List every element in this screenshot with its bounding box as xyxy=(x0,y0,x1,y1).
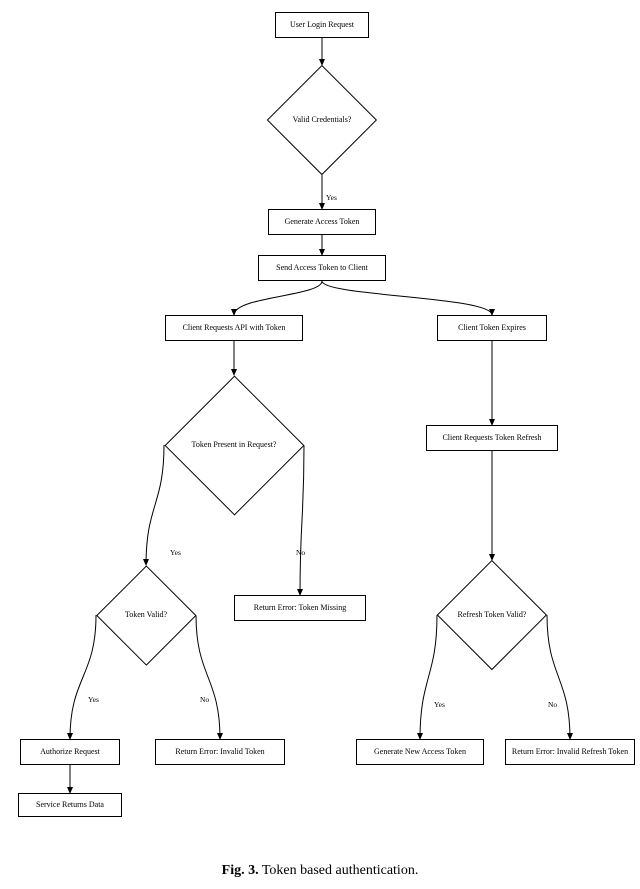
node-reqapi: Client Requests API with Token xyxy=(165,315,303,341)
node-tokpresent: Token Present in Request? xyxy=(164,375,304,515)
node-tokvalid: Token Valid? xyxy=(96,565,196,665)
flowchart-canvas: User Login Request Valid Credentials? Gene… xyxy=(0,0,640,855)
edge-label: Yes xyxy=(88,695,99,704)
node-expires: Client Token Expires xyxy=(437,315,547,341)
edge-label: No xyxy=(548,700,557,709)
node-reqrefresh: Client Requests Token Refresh xyxy=(426,425,558,451)
edge-label: No xyxy=(200,695,209,704)
edge-label: Yes xyxy=(170,548,181,557)
node-sendtoken: Send Access Token to Client xyxy=(258,255,386,281)
node-validcred: Valid Credentials? xyxy=(267,65,377,175)
node-errinvalid: Return Error: Invalid Token xyxy=(155,739,285,765)
caption-prefix: Fig. 3. xyxy=(222,863,259,878)
node-refreshvalid: Refresh Token Valid? xyxy=(437,560,547,670)
node-errrefresh: Return Error: Invalid Refresh Token xyxy=(505,739,635,765)
node-authorize: Authorize Request xyxy=(20,739,120,765)
caption-text: Token based authentication. xyxy=(259,863,419,878)
node-genaccess: Generate Access Token xyxy=(268,209,376,235)
node-errmissing: Return Error: Token Missing xyxy=(234,595,366,621)
edge-label: No xyxy=(296,548,305,557)
edge-label: Yes xyxy=(326,193,337,202)
figure-caption: Fig. 3. Token based authentication. xyxy=(0,855,640,889)
edge-label: Yes xyxy=(434,700,445,709)
node-login: User Login Request xyxy=(275,12,369,38)
node-returns: Service Returns Data xyxy=(18,793,122,817)
node-gennew: Generate New Access Token xyxy=(356,739,484,765)
